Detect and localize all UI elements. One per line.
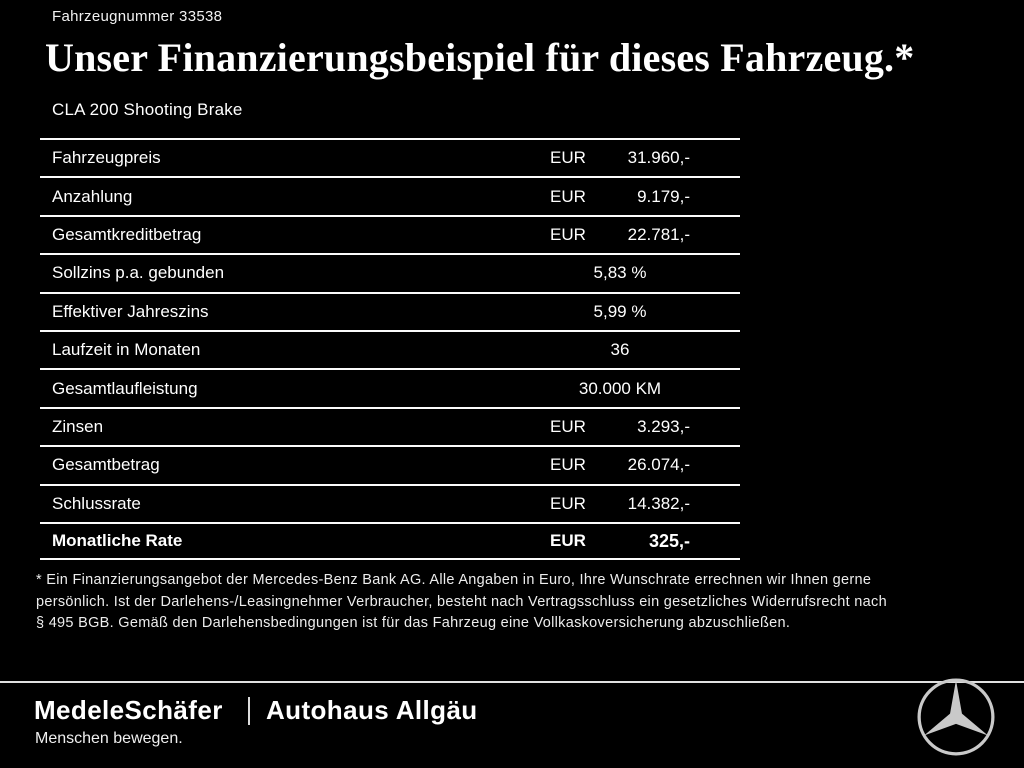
row-value: 14.382,- — [627, 493, 690, 513]
dealer-logo-medele-schaefer: MedeleSchäfer — [34, 695, 223, 725]
row-label: Monatliche Rate — [52, 531, 183, 551]
finance-row: Effektiver Jahreszins 5,99 % — [40, 291, 740, 330]
row-value: 5,83 % — [593, 263, 647, 283]
row-value: 30.000 KM — [578, 378, 662, 398]
row-value: 3.293,- — [637, 416, 690, 436]
page-title: Unser Finanzierungsbeispiel für dieses F… — [45, 35, 915, 80]
row-label: Anzahlung — [52, 186, 133, 206]
footer-divider — [248, 697, 250, 725]
footer-bar: MedeleSchäfer Menschen bewegen. Autohaus… — [0, 678, 1024, 768]
footnote-line: persönlich. Ist der Darlehens-/Leasingne… — [36, 593, 887, 610]
row-label: Gesamtkreditbetrag — [52, 224, 202, 244]
row-currency: EUR — [550, 186, 586, 206]
vehicle-number: Fahrzeugnummer 33538 — [52, 8, 223, 25]
row-value: 9.179,- — [637, 186, 690, 206]
row-label: Fahrzeugpreis — [52, 148, 161, 168]
dealer-logo-autohaus-allgaeu: Autohaus Allgäu — [266, 695, 478, 725]
finance-row: Fahrzeugpreis EUR 31.960,- — [40, 138, 740, 176]
row-label: Sollzins p.a. gebunden — [52, 263, 225, 283]
row-value: 31.960,- — [627, 148, 690, 168]
row-label: Gesamtbetrag — [52, 455, 160, 475]
finance-row: Monatliche Rate EUR 325,- — [40, 521, 740, 561]
row-value: 22.781,- — [627, 224, 690, 244]
row-value: 5,99 % — [593, 301, 647, 321]
dealer-tagline: Menschen bewegen. — [35, 730, 183, 747]
row-currency: EUR — [550, 493, 586, 513]
row-currency: EUR — [550, 148, 586, 168]
finance-row: Anzahlung EUR 9.179,- — [40, 176, 740, 214]
footnote-line: * Ein Finanzierungsangebot der Mercedes-… — [36, 572, 872, 588]
row-label: Zinsen — [52, 416, 104, 436]
finance-row: Sollzins p.a. gebunden 5,83 % — [40, 253, 740, 291]
footnote-line: § 495 BGB. Gemäß den Darlehensbedingunge… — [36, 615, 791, 631]
row-currency: EUR — [550, 531, 586, 551]
legal-footnote: * Ein Finanzierungsangebot der Mercedes-… — [36, 570, 996, 635]
row-value: 26.074,- — [627, 455, 690, 475]
mercedes-star-icon — [916, 677, 996, 757]
finance-row: Zinsen EUR 3.293,- — [40, 406, 740, 445]
vehicle-model: CLA 200 Shooting Brake — [52, 100, 243, 119]
row-label: Schlussrate — [52, 493, 141, 513]
row-value: 325,- — [648, 530, 690, 551]
row-currency: EUR — [550, 416, 586, 436]
row-label: Laufzeit in Monaten — [52, 340, 201, 360]
row-label: Gesamtlaufleistung — [52, 378, 198, 398]
row-currency: EUR — [550, 455, 586, 475]
finance-row: Laufzeit in Monaten 36 — [40, 329, 740, 368]
finance-table: Fahrzeugpreis EUR 31.960,- Anzahlung EUR 9.17… — [40, 138, 740, 561]
finance-row: Schlussrate EUR 14.382,- — [40, 483, 740, 522]
finance-row: Gesamtbetrag EUR 26.074,- — [40, 445, 740, 483]
row-label: Effektiver Jahreszins — [52, 301, 209, 321]
finance-row: Gesamtkreditbetrag EUR 22.781,- — [40, 214, 740, 253]
finance-row: Gesamtlaufleistung 30.000 KM — [40, 368, 740, 406]
row-currency: EUR — [550, 224, 586, 244]
row-value: 36 — [610, 340, 630, 360]
